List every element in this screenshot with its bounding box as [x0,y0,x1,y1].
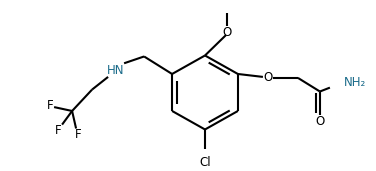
Text: NH₂: NH₂ [344,76,366,89]
Text: O: O [263,71,273,84]
Text: F: F [47,99,53,112]
Text: F: F [75,128,81,141]
Text: Cl: Cl [199,156,211,169]
Text: HN: HN [107,64,125,77]
Text: F: F [55,124,61,137]
Text: O: O [222,26,232,39]
Text: O: O [315,115,324,128]
